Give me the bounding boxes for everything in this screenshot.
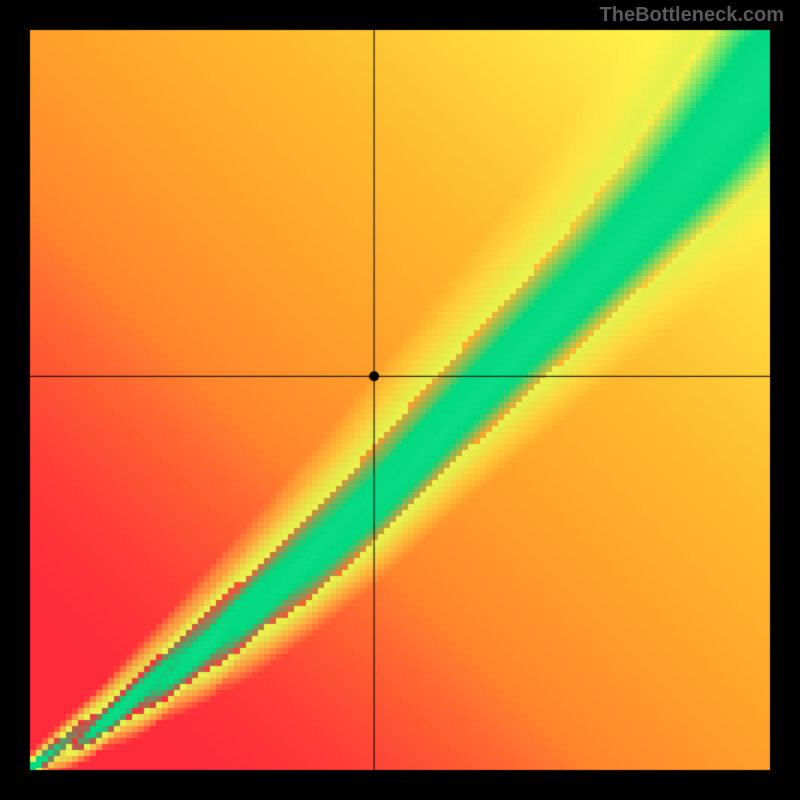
heatmap-canvas: [0, 0, 800, 800]
watermark-text: TheBottleneck.com: [600, 4, 784, 27]
chart-container: TheBottleneck.com: [0, 0, 800, 800]
